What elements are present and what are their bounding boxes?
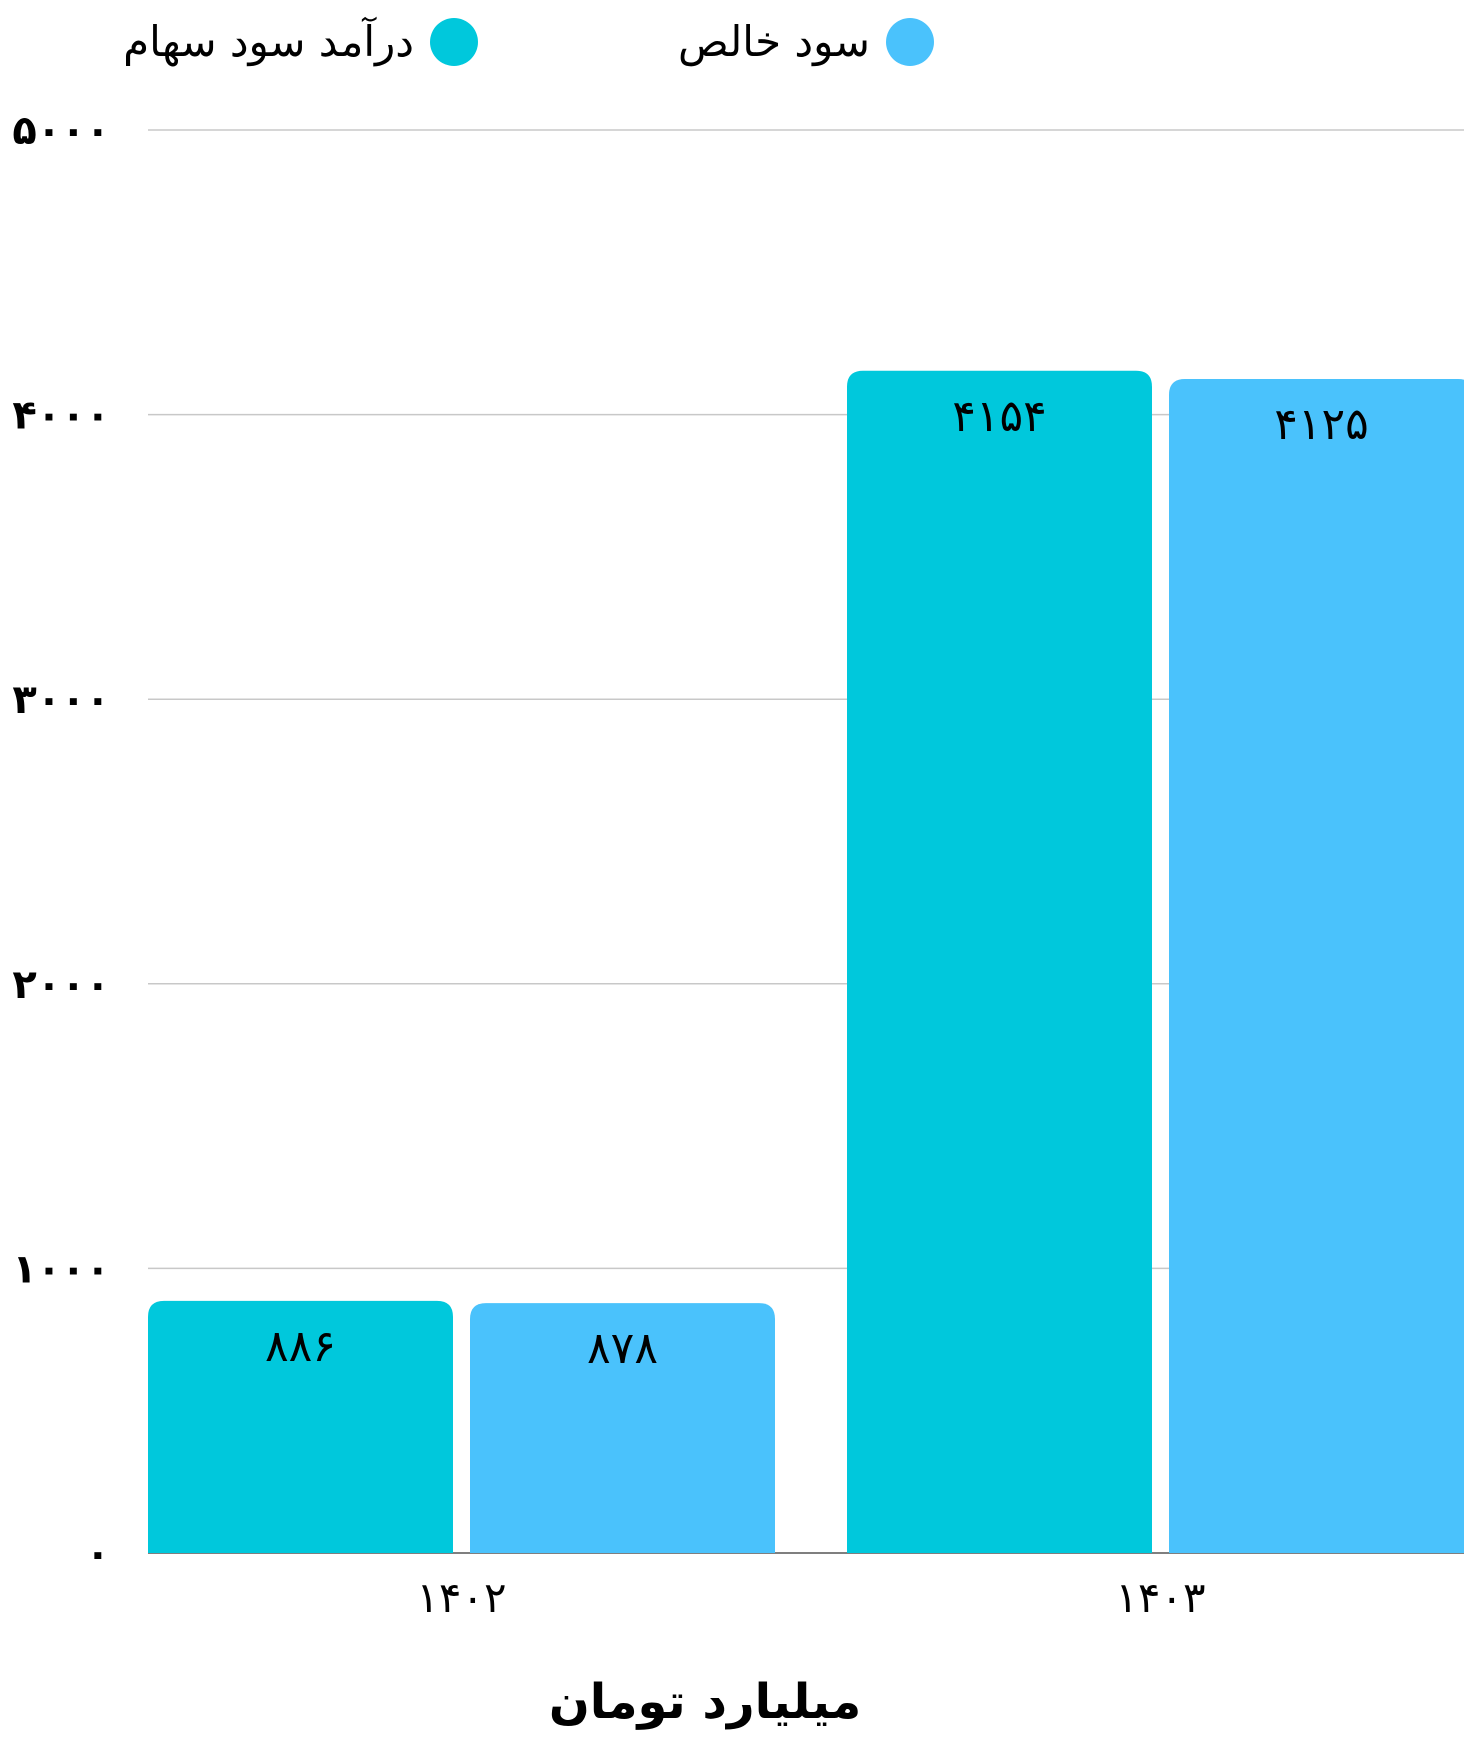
legend-label: سود خالص — [678, 17, 870, 66]
bar-value-label: ۴۱۲۵ — [1274, 399, 1369, 450]
bars — [148, 370, 1464, 1553]
y-tick-label: ۵۰۰۰ — [12, 108, 110, 154]
y-tick-label: ۴۰۰۰ — [12, 393, 110, 439]
legend-swatch — [886, 18, 934, 66]
legend-item: درآمد سود سهام — [123, 16, 478, 67]
y-tick-label: ۲۰۰۰ — [12, 962, 110, 1008]
bar — [1169, 379, 1464, 1553]
legend-label: درآمد سود سهام — [123, 16, 414, 67]
y-tick-label: ۰ — [86, 1531, 110, 1577]
legend-swatch — [430, 18, 478, 66]
x-tick-label: ۱۴۰۲ — [416, 1573, 506, 1622]
data-labels: ۸۸۶ ۸۷۸ ۴۱۵۴ ۴۱۲۵ — [265, 391, 1369, 1374]
bar-value-label: ۸۸۶ — [265, 1321, 336, 1372]
y-tick-label: ۳۰۰۰ — [12, 677, 110, 723]
x-tick-label: ۱۴۰۳ — [1115, 1573, 1205, 1622]
legend: سود خالص درآمد سود سهام — [123, 16, 934, 67]
bar — [148, 1300, 453, 1553]
y-tick-label: ۱۰۰۰ — [12, 1246, 110, 1292]
bar-value-label: ۸۷۸ — [587, 1323, 658, 1374]
bar — [847, 370, 1152, 1553]
x-axis-title: میلیارد تومان — [549, 1674, 861, 1730]
bar — [470, 1303, 775, 1553]
legend-item: سود خالص — [678, 17, 934, 66]
y-axis-ticks: ۰ ۱۰۰۰ ۲۰۰۰ ۳۰۰۰ ۴۰۰۰ ۵۰۰۰ — [12, 108, 110, 1577]
bar-value-label: ۴۱۵۴ — [952, 391, 1047, 442]
x-axis-ticks: ۱۴۰۲ ۱۴۰۳ — [416, 1573, 1205, 1622]
